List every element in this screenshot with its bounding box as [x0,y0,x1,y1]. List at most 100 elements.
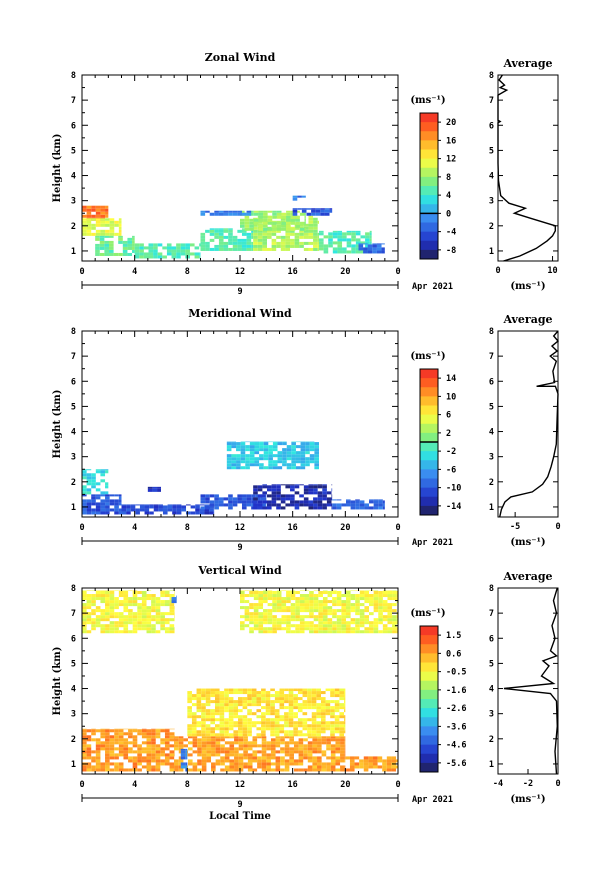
heatmap-cell [91,729,96,733]
y-tick-label: 4 [71,172,76,182]
heatmap-cell [224,721,229,725]
heatmap-cell [118,591,124,595]
heatmap-cell [228,241,233,245]
y-tick-label: 8 [71,584,76,594]
heatmap-cell [311,700,317,704]
heatmap-cell [243,765,248,769]
heatmap-cell [391,756,397,760]
profile-x-tick-label: 0 [495,266,500,276]
heatmap-cell [286,630,291,634]
heatmap-cell [392,630,397,634]
heatmap-cell [100,479,106,483]
heatmap-cell [153,504,159,506]
heatmap-cell [289,753,294,757]
heatmap-cell [122,243,128,247]
heatmap-cell [95,235,100,238]
heatmap-cell [261,750,267,754]
heatmap-cell [214,727,220,731]
heatmap-cell [86,223,92,227]
heatmap-cell [258,618,264,622]
heatmap-cell [232,210,238,213]
heatmap-cell [244,600,250,604]
heatmap-cell [152,486,158,489]
heatmap-cell [320,730,326,734]
heatmap-cell [132,738,138,742]
heatmap-cell [253,241,258,245]
heatmap-cell [100,765,106,769]
heatmap-cell [141,594,147,598]
heatmap-cell [146,738,152,742]
heatmap-cell [118,499,122,503]
heatmap-cell [100,205,106,209]
heatmap-cell [284,697,289,701]
heatmap-cell [251,235,254,239]
heatmap-cell [311,691,317,695]
heatmap-cell [280,244,286,248]
heatmap-cell [249,627,254,631]
heatmap-cell [141,606,147,610]
heatmap-cell [293,768,299,772]
heatmap-cell [281,621,287,625]
heatmap-cell [155,630,161,634]
heatmap-cell [91,479,96,483]
heatmap-cell [204,504,210,506]
heatmap-cell [382,506,385,510]
profile-line [503,587,559,775]
heatmap-cell [114,747,119,751]
heatmap-cell [232,235,238,239]
heatmap-cell [213,511,215,515]
heatmap-cell [240,591,245,595]
heatmap-cell [99,237,105,241]
heatmap-cell [86,738,92,742]
heatmap-cell [373,506,379,510]
heatmap-cell [220,759,225,763]
heatmap-cell [82,208,87,212]
heatmap-cell [300,457,306,461]
heatmap-cell [257,247,263,251]
heatmap-cell [337,232,343,236]
heatmap-cell [337,250,343,254]
heatmap-cell [148,252,154,256]
heatmap-cell [305,442,310,446]
heatmap-cell [219,727,225,731]
heatmap-cell [263,224,268,228]
heatmap-cell [330,733,335,737]
heatmap-cell [141,759,147,763]
heatmap-cell [201,738,207,742]
heatmap-cell [345,503,351,507]
heatmap-cell [242,727,248,731]
heatmap-cell [240,594,245,598]
heatmap-cell [288,709,294,713]
heatmap-cell [228,721,234,725]
heatmap-cell [162,505,168,509]
heatmap-cell [294,226,300,230]
heatmap-cell [369,600,374,604]
heatmap-cell [266,503,272,507]
colorbar-tick-label: 6 [446,411,451,421]
heatmap-cell [141,729,147,733]
heatmap-cell [275,741,281,745]
heatmap-cell [169,603,175,607]
heatmap-cell [82,511,87,515]
heatmap-cell [166,243,172,247]
heatmap-cell [105,591,110,595]
heatmap-cell [293,727,298,731]
y-tick-label: 7 [71,352,76,362]
heatmap-cell [95,237,100,241]
heatmap-cell [215,738,221,742]
colorbar-tick-label: -8 [446,246,456,256]
heatmap-cell [373,609,379,613]
heatmap-cell [176,597,177,601]
panel-title: Zonal Wind [205,51,276,64]
heatmap-cell [114,728,119,730]
heatmap-cell [272,224,277,228]
heatmap-cell [298,747,304,751]
heatmap-cell [268,441,273,443]
heatmap-cell [242,700,248,704]
heatmap-cell [300,441,306,443]
heatmap-cell [272,606,277,610]
heatmap-cell [277,466,283,470]
heatmap-cell [376,243,382,245]
heatmap-cell [224,756,230,760]
heatmap-cell [253,247,258,251]
